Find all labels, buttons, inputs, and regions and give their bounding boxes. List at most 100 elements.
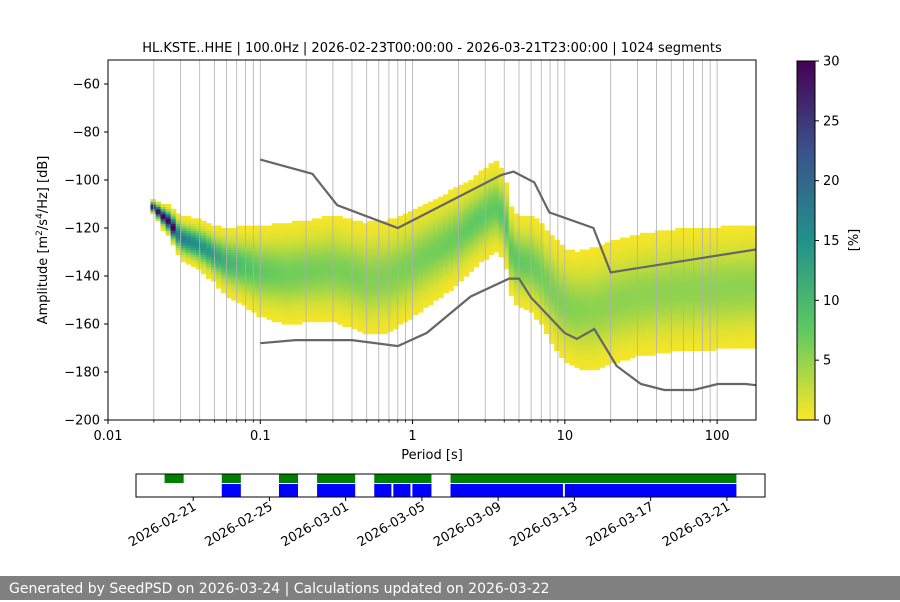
psd-bin [595, 247, 601, 250]
psd-bin [256, 226, 262, 229]
psd-bin [448, 190, 454, 193]
psd-bin [418, 206, 424, 209]
psd-bin [443, 194, 449, 197]
psd-bin [156, 202, 162, 205]
psd-bin [746, 226, 752, 229]
psd-bin [287, 223, 293, 226]
psd-bin [292, 221, 298, 224]
psd-bin [650, 233, 656, 236]
psd-bin [302, 221, 308, 224]
psd-bin [574, 252, 580, 255]
psd-bin [741, 226, 747, 229]
psd-bin [428, 202, 434, 205]
psd-bin [150, 199, 156, 202]
psd-bin [534, 218, 540, 221]
psd-bin [620, 238, 626, 241]
psd-bin [489, 163, 495, 166]
psd-bin [640, 233, 646, 236]
psd-bin [206, 223, 212, 226]
psd-bin [736, 226, 742, 229]
psd-bin [181, 216, 187, 219]
psd-bin [327, 216, 333, 219]
psd-bin [211, 226, 217, 229]
psd-bin [584, 250, 590, 253]
psd-bin [166, 204, 172, 207]
psd-bin [539, 223, 545, 226]
psd-bin [246, 226, 252, 229]
psd-bin [388, 218, 394, 221]
psd-bin [201, 221, 207, 224]
psd-bin [524, 216, 530, 219]
psd-bin [277, 223, 283, 226]
psd-bin [282, 223, 288, 226]
psd-bin [216, 226, 222, 229]
psd-bin [731, 226, 737, 229]
psd-bin [660, 230, 666, 233]
psd-bin [186, 216, 192, 219]
psd-bin [716, 228, 722, 231]
psd-bin [468, 180, 474, 183]
psd-bin [473, 175, 479, 178]
psd-bin [589, 247, 595, 250]
psd-bin [161, 204, 167, 207]
psd-bin [398, 216, 404, 219]
psd-bin [267, 226, 273, 229]
psd-bin [519, 216, 525, 219]
psd-bin [438, 197, 444, 200]
psd-bin [241, 226, 247, 229]
psd-bin [695, 228, 701, 231]
psd-bin [221, 228, 227, 231]
psd-bin [317, 218, 323, 221]
psd-bin [478, 170, 484, 173]
psd-bin [645, 233, 651, 236]
psd-bin [630, 235, 636, 238]
psd-bin [261, 226, 267, 229]
psd-bin [352, 221, 358, 224]
psd-bin [509, 206, 515, 209]
psd-bin [655, 230, 661, 233]
psd-bin [423, 204, 429, 207]
psd-bin [191, 218, 197, 221]
psd-bin [231, 228, 237, 231]
psd-bin [362, 223, 368, 226]
psd-bin [726, 226, 732, 229]
psd-bin [367, 221, 373, 224]
psd-bin [458, 185, 464, 188]
psd-bin [675, 228, 681, 231]
psd-bin [700, 228, 706, 231]
psd-bin [312, 218, 318, 221]
psd-bin [357, 221, 363, 224]
psd-bin [711, 228, 717, 231]
psd-bin [307, 221, 313, 224]
psd-bin [499, 168, 505, 171]
psd-bin [463, 182, 469, 185]
psd-bin [251, 226, 257, 229]
psd-bin [529, 216, 535, 219]
psd-bin [484, 168, 490, 171]
psd-bin [272, 223, 278, 226]
psd-bin [559, 245, 565, 248]
psd-bin [297, 221, 303, 224]
psd-bin [579, 250, 585, 253]
psd-bin [544, 230, 550, 233]
psd-bin [413, 209, 419, 212]
psd-bin [625, 238, 631, 241]
psd-bin [605, 242, 611, 245]
psd-bin [685, 228, 691, 231]
psd-bin [342, 218, 348, 221]
psd-bin [322, 216, 328, 219]
psd-bin [514, 214, 520, 217]
psd-bin [721, 226, 727, 229]
psd-bin [494, 161, 500, 164]
psd-heatmap [150, 161, 756, 370]
psd-bin [337, 216, 343, 219]
psd-bin [226, 228, 232, 231]
psd-bin [196, 218, 202, 221]
psd-bin [433, 199, 439, 202]
psd-bin [665, 230, 671, 233]
psd-bin [171, 209, 177, 212]
psd-bin [569, 250, 575, 253]
psd-bin [554, 240, 560, 243]
psd-bin [615, 240, 621, 243]
